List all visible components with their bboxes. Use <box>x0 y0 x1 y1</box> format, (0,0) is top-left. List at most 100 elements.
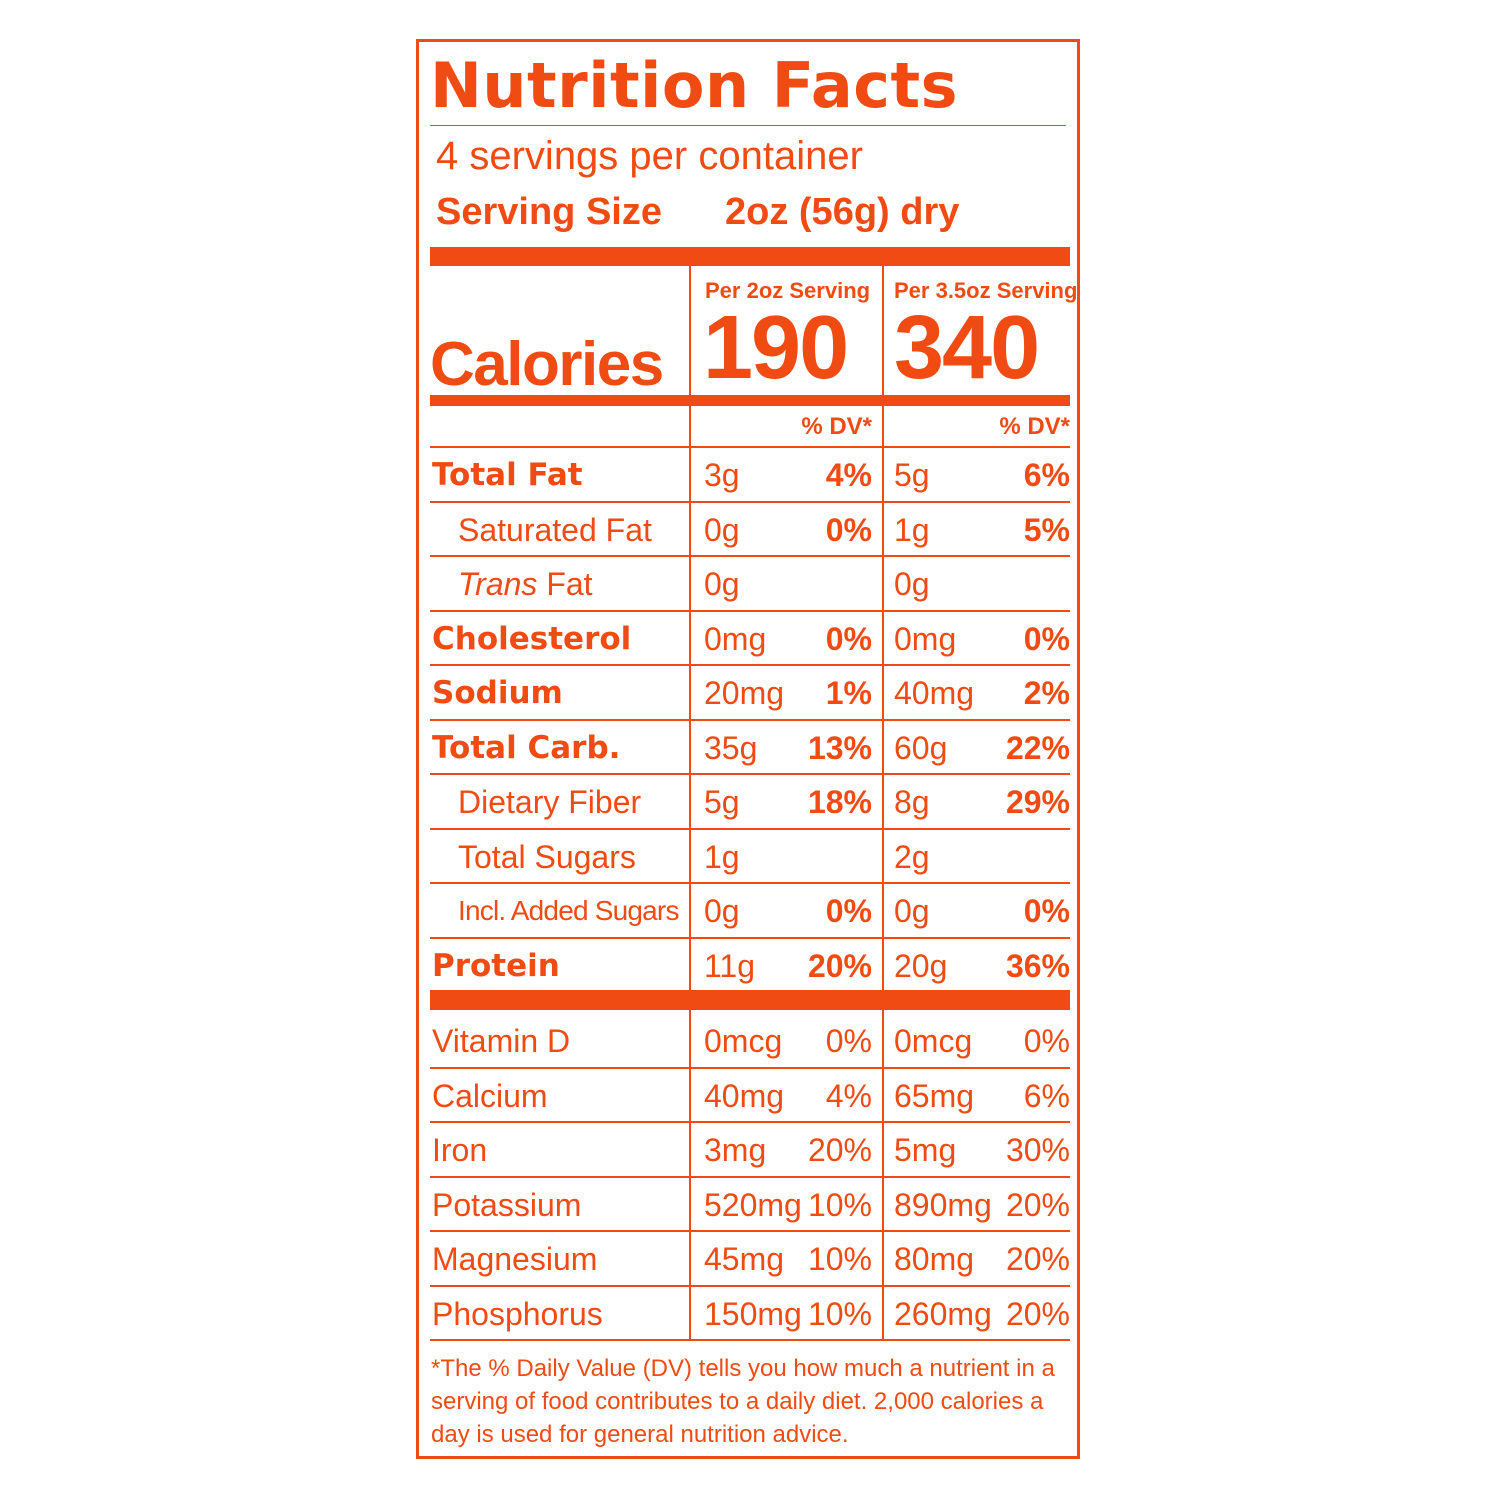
nutrient-name: Iron <box>432 1132 488 1168</box>
amount-3-5oz: 0g <box>894 893 930 929</box>
row-divider <box>430 555 1070 557</box>
table-row: Sodium 20mg 1% 40mg 2% <box>430 666 1070 721</box>
dv-3-5oz: 20% <box>1005 1295 1070 1332</box>
thick-divider-top <box>430 247 1070 266</box>
amount-2oz: 0mcg <box>704 1023 783 1059</box>
table-row: Cholesterol 0mg 0% 0mg 0% <box>430 612 1070 666</box>
thick-divider-calories <box>430 395 1070 406</box>
amount-3-5oz: 5g <box>894 457 930 493</box>
table-row: Potassium 520mg 10% 890mg 20% <box>430 1178 1070 1232</box>
table-row: Saturated Fat 0g 0% 1g 5% <box>430 503 1070 557</box>
row-divider <box>430 827 1070 830</box>
table-row: Vitamin D 0mcg 0% 0mcg 0% <box>430 1014 1070 1069</box>
dv-2oz: 18% <box>807 784 872 820</box>
nutrient-name: Vitamin D <box>432 1023 571 1059</box>
dv-3-5oz: 22% <box>1005 729 1070 766</box>
nutrient-name: Phosphorus <box>432 1295 603 1332</box>
row-divider <box>430 500 1070 503</box>
nutrient-name-italic: Trans <box>458 566 538 602</box>
dv-footnote: *The % Daily Value (DV) tells you how mu… <box>431 1355 1055 1448</box>
row-divider <box>430 1121 1070 1123</box>
row-divider <box>430 773 1070 775</box>
nutrient-name: Cholesterol <box>432 620 632 657</box>
table-row: Incl. Added Sugars 0g 0% 0g 0% <box>430 884 1070 939</box>
dv-header-divider <box>430 446 1070 448</box>
amount-3-5oz: 60g <box>894 729 948 766</box>
nutrient-name: Total Sugars <box>458 838 636 875</box>
dv-3-5oz: 2% <box>1023 675 1070 711</box>
table-row: Iron 3mg 20% 5mg 30% <box>430 1123 1070 1178</box>
row-divider <box>430 936 1070 939</box>
amount-2oz: 11g <box>704 947 756 984</box>
dv-3-5oz: 5% <box>1023 511 1070 548</box>
dv-3-5oz: 30% <box>1005 1132 1070 1168</box>
amount-2oz: 0g <box>704 566 740 602</box>
amount-2oz: 35g <box>704 729 758 766</box>
table-row: Magnesium 45mg 10% 80mg 20% <box>430 1232 1070 1287</box>
table-row: Total Sugars 1g 2g <box>430 830 1070 884</box>
dv-3-5oz: 36% <box>1005 947 1070 984</box>
amount-3-5oz: 5mg <box>894 1132 957 1168</box>
amount-2oz: 5g <box>704 784 740 820</box>
dv-2oz: 10% <box>807 1241 872 1277</box>
column-divider-1 <box>689 266 691 1340</box>
dv-3-5oz: 0% <box>1023 1023 1070 1059</box>
table-row: Protein 11g 20% 20g 36% <box>430 939 1070 994</box>
amount-2oz: 45mg <box>704 1241 785 1277</box>
row-divider <box>430 1175 1070 1178</box>
dv-2oz: 0% <box>825 620 872 657</box>
dv-2oz: 0% <box>825 511 872 548</box>
table-row: Total Fat 3g 4% 5g 6% <box>430 448 1070 503</box>
row-divider <box>430 1066 1070 1069</box>
serving-size-value: 2oz (56g) dry <box>725 191 960 233</box>
row-divider <box>430 664 1070 666</box>
dv-2oz: 1% <box>825 675 872 711</box>
amount-3-5oz: 2g <box>894 838 930 875</box>
dv-2oz: 10% <box>807 1295 872 1332</box>
amount-3-5oz: 20g <box>894 947 948 984</box>
amount-2oz: 40mg <box>704 1077 785 1114</box>
label-title: Nutrition Facts <box>430 49 959 122</box>
amount-3-5oz: 260mg <box>894 1295 992 1332</box>
amount-2oz: 0g <box>704 893 740 929</box>
row-divider <box>430 1284 1070 1287</box>
nutrient-name: Potassium <box>432 1186 582 1223</box>
amount-2oz: 3mg <box>704 1132 767 1168</box>
row-divider <box>430 609 1070 612</box>
calories-2oz: 190 <box>703 298 849 398</box>
table-row: Dietary Fiber 5g 18% 8g 29% <box>430 775 1070 830</box>
dv-3-5oz: 6% <box>1023 1077 1070 1114</box>
dv-2oz: 4% <box>825 457 872 493</box>
dv-2oz: 0% <box>825 1023 872 1059</box>
table-row: Phosphorus 150mg 10% 260mg 20% <box>430 1287 1070 1341</box>
table-row: Total Carb. 35g 13% 60g 22% <box>430 721 1070 775</box>
dv-2oz: 20% <box>807 1132 872 1168</box>
amount-3-5oz: 0mg <box>894 620 957 657</box>
serving-size-label: Serving Size <box>436 191 662 233</box>
dv-3-5oz: 0% <box>1023 620 1070 657</box>
dv-3-5oz: 20% <box>1005 1241 1070 1277</box>
dv-2oz: 10% <box>807 1186 872 1223</box>
amount-3-5oz: 0mcg <box>894 1023 973 1059</box>
dv-header-3-5oz: % DV* <box>999 413 1070 440</box>
nutrient-name-rest: Fat <box>537 566 593 602</box>
amount-3-5oz: 1g <box>894 511 930 548</box>
amount-2oz: 150mg <box>704 1295 802 1332</box>
amount-3-5oz: 0g <box>894 566 930 602</box>
nutrient-name: Sodium <box>432 675 563 711</box>
nutrient-name: Trans Fat <box>458 557 593 611</box>
nutrient-name: Total Fat <box>432 457 583 493</box>
column-divider-2 <box>882 266 884 1340</box>
title-divider <box>430 125 1066 126</box>
column-header-3-5oz: Per 3.5oz Serving <box>894 278 1078 303</box>
dv-2oz: 0% <box>825 893 872 929</box>
dv-3-5oz: 20% <box>1005 1186 1070 1223</box>
column-header-2oz: Per 2oz Serving <box>705 278 871 303</box>
table-row: Calcium 40mg 4% 65mg 6% <box>430 1069 1070 1123</box>
amount-3-5oz: 80mg <box>894 1241 975 1277</box>
nutrient-name: Magnesium <box>432 1241 598 1277</box>
calories-3-5oz: 340 <box>894 298 1040 398</box>
amount-2oz: 1g <box>704 838 740 875</box>
amount-2oz: 0mg <box>704 620 767 657</box>
thick-divider-vitamins <box>430 990 1070 1010</box>
